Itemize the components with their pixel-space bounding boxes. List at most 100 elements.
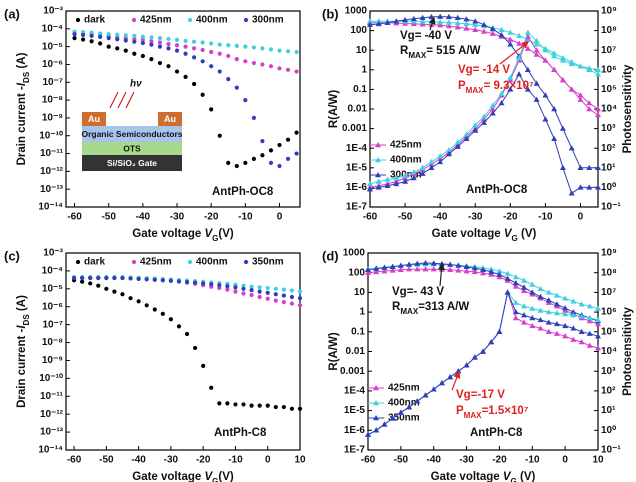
data-point	[507, 36, 514, 42]
data-point	[578, 339, 585, 345]
data-point	[393, 18, 400, 24]
data-point	[389, 267, 396, 273]
data-point	[542, 57, 549, 63]
data-point	[149, 35, 154, 40]
data-point	[112, 275, 117, 281]
data-point	[192, 39, 197, 44]
data-point	[367, 186, 373, 192]
data-point	[524, 66, 531, 72]
data-point	[152, 277, 157, 282]
data-point	[455, 267, 462, 273]
x-axis-label: Gate voltage VG (V)	[431, 471, 536, 482]
text-segment: Gate voltage	[132, 471, 204, 482]
data-point	[489, 106, 496, 112]
annotation: Vg= -14 V	[458, 64, 510, 76]
y2-tick-label: 10⁷	[601, 287, 616, 298]
data-point	[463, 20, 470, 27]
annotation-arrow	[451, 370, 461, 391]
data-point	[521, 319, 528, 325]
data-point	[402, 172, 409, 178]
data-point	[277, 66, 282, 71]
data-point	[489, 30, 496, 36]
au-label: Au	[164, 114, 176, 124]
data-point	[496, 271, 503, 277]
x-tick-label: 10	[592, 455, 604, 466]
data-point	[507, 41, 514, 47]
data-point	[578, 313, 585, 319]
text-segment: (V)	[517, 471, 536, 482]
text-segment: AntPh-OC8	[466, 184, 528, 196]
data-point	[98, 41, 103, 46]
plot-frame	[65, 10, 301, 208]
y-tick-label: 100	[350, 25, 367, 36]
data-point	[160, 311, 165, 316]
data-point	[562, 295, 569, 301]
data-point	[553, 292, 560, 298]
data-point	[268, 160, 274, 165]
legend-label: 400nm	[390, 155, 422, 166]
data-point	[365, 266, 371, 273]
x-tick-label: -10	[525, 455, 540, 466]
data-point	[472, 127, 479, 133]
data-point	[98, 34, 103, 40]
data-point	[428, 158, 435, 165]
data-point	[140, 37, 145, 42]
data-point	[123, 33, 128, 38]
light-ray	[125, 91, 135, 109]
data-point	[419, 21, 426, 27]
data-point	[512, 315, 519, 321]
data-point	[507, 74, 514, 80]
data-point	[123, 38, 128, 43]
data-point	[559, 77, 566, 83]
data-point	[260, 153, 265, 158]
data-point	[562, 322, 569, 329]
data-point	[88, 281, 93, 286]
data-point	[422, 259, 429, 266]
data-point	[226, 53, 231, 59]
data-point	[445, 23, 452, 29]
y-tick-label: 10⁻¹⁰	[39, 130, 63, 141]
legend-label: 350nm	[388, 413, 420, 424]
data-point	[277, 48, 282, 53]
data-point	[367, 18, 373, 24]
data-point	[104, 286, 109, 291]
data-point	[586, 184, 593, 190]
data-point	[375, 184, 382, 190]
x-tick-label: -40	[433, 212, 448, 223]
data-point	[234, 56, 239, 62]
y2-tick-label: 10⁻¹	[601, 202, 621, 213]
data-point	[209, 385, 214, 390]
text-segment: R(A/W)	[328, 90, 340, 128]
data-point	[595, 184, 601, 190]
data-point	[463, 268, 470, 274]
text-segment: Drain current -	[16, 328, 28, 407]
data-point	[243, 44, 248, 49]
data-point	[586, 318, 593, 324]
layer-label: Si/SiO₂ Gate	[107, 158, 157, 168]
data-point	[445, 13, 452, 20]
y-tick-label: 1E-4	[346, 143, 368, 154]
data-point	[294, 69, 299, 74]
data-point	[80, 279, 85, 284]
y-tick-label: 10⁻⁸	[42, 337, 63, 348]
data-point	[166, 46, 171, 51]
data-point	[406, 261, 413, 267]
data-point	[373, 265, 380, 271]
data-point	[463, 135, 470, 142]
data-point	[463, 131, 470, 137]
data-point	[551, 66, 558, 72]
data-point	[586, 164, 593, 170]
y-tick-label: 10⁻⁸	[42, 95, 63, 106]
x-tick-label: -50	[394, 455, 409, 466]
data-point	[268, 64, 274, 69]
data-point	[225, 284, 230, 289]
data-point	[419, 164, 426, 170]
data-point	[430, 266, 437, 272]
data-point	[257, 289, 262, 294]
data-point	[529, 289, 536, 295]
data-point	[381, 421, 388, 427]
data-point	[234, 163, 239, 169]
y-tick-label: 10⁻⁵	[42, 283, 63, 294]
data-point	[454, 20, 461, 26]
data-point	[277, 163, 282, 169]
